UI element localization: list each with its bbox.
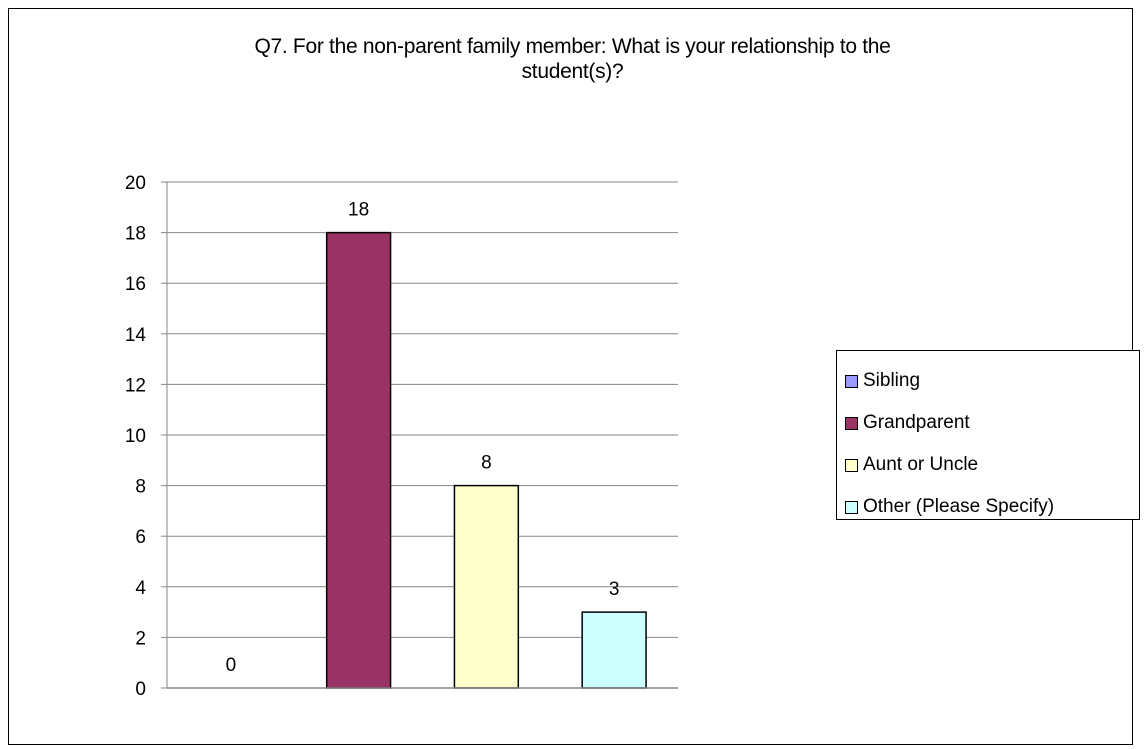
legend-swatch-aunt-or-uncle (845, 458, 858, 472)
y-tick-label-18: 18 (125, 224, 146, 245)
chart-legend: Sibling Grandparent Aunt or Uncle Other … (836, 350, 1140, 520)
y-tick-label-20: 20 (125, 173, 146, 194)
y-tick-label-12: 12 (125, 375, 146, 396)
legend-item-other: Other (Please Specify) (837, 486, 1139, 528)
data-label-grandparent: 18 (348, 200, 369, 221)
chart-title-line-1: Q7. For the non-parent family member: Wh… (254, 35, 891, 58)
y-tick-label-8: 8 (135, 477, 146, 498)
bar-grandparent (325, 231, 392, 689)
y-tick-label-2: 2 (135, 628, 146, 649)
legend-item-aunt-or-uncle: Aunt or Uncle (837, 444, 1139, 486)
bar-aunt-or-uncle (453, 484, 520, 689)
legend-label-grandparent: Grandparent (863, 412, 970, 433)
y-tick-label-10: 10 (125, 426, 146, 447)
legend-item-grandparent: Grandparent (837, 402, 1139, 444)
data-label-other-please-specify: 3 (609, 579, 620, 600)
legend-swatch-other (845, 500, 858, 514)
y-tick-label-14: 14 (125, 325, 147, 346)
legend-label-sibling: Sibling (863, 370, 921, 391)
legend-swatch-sibling (845, 374, 858, 388)
y-tick-label-4: 4 (135, 578, 146, 599)
y-tick-label-0: 0 (135, 679, 146, 700)
chart-title-line-2: student(s)? (521, 60, 624, 83)
legend-label-aunt-or-uncle: Aunt or Uncle (863, 454, 979, 475)
data-label-sibling: 0 (226, 655, 237, 676)
y-tick-label-16: 16 (125, 274, 146, 295)
legend-swatch-grandparent (845, 416, 858, 430)
legend-label-other: Other (Please Specify) (863, 496, 1055, 517)
legend-item-sibling: Sibling (837, 360, 1139, 402)
data-label-aunt-or-uncle: 8 (481, 453, 492, 474)
y-tick-label-6: 6 (135, 527, 146, 548)
bar-other-please-specify (581, 611, 647, 689)
